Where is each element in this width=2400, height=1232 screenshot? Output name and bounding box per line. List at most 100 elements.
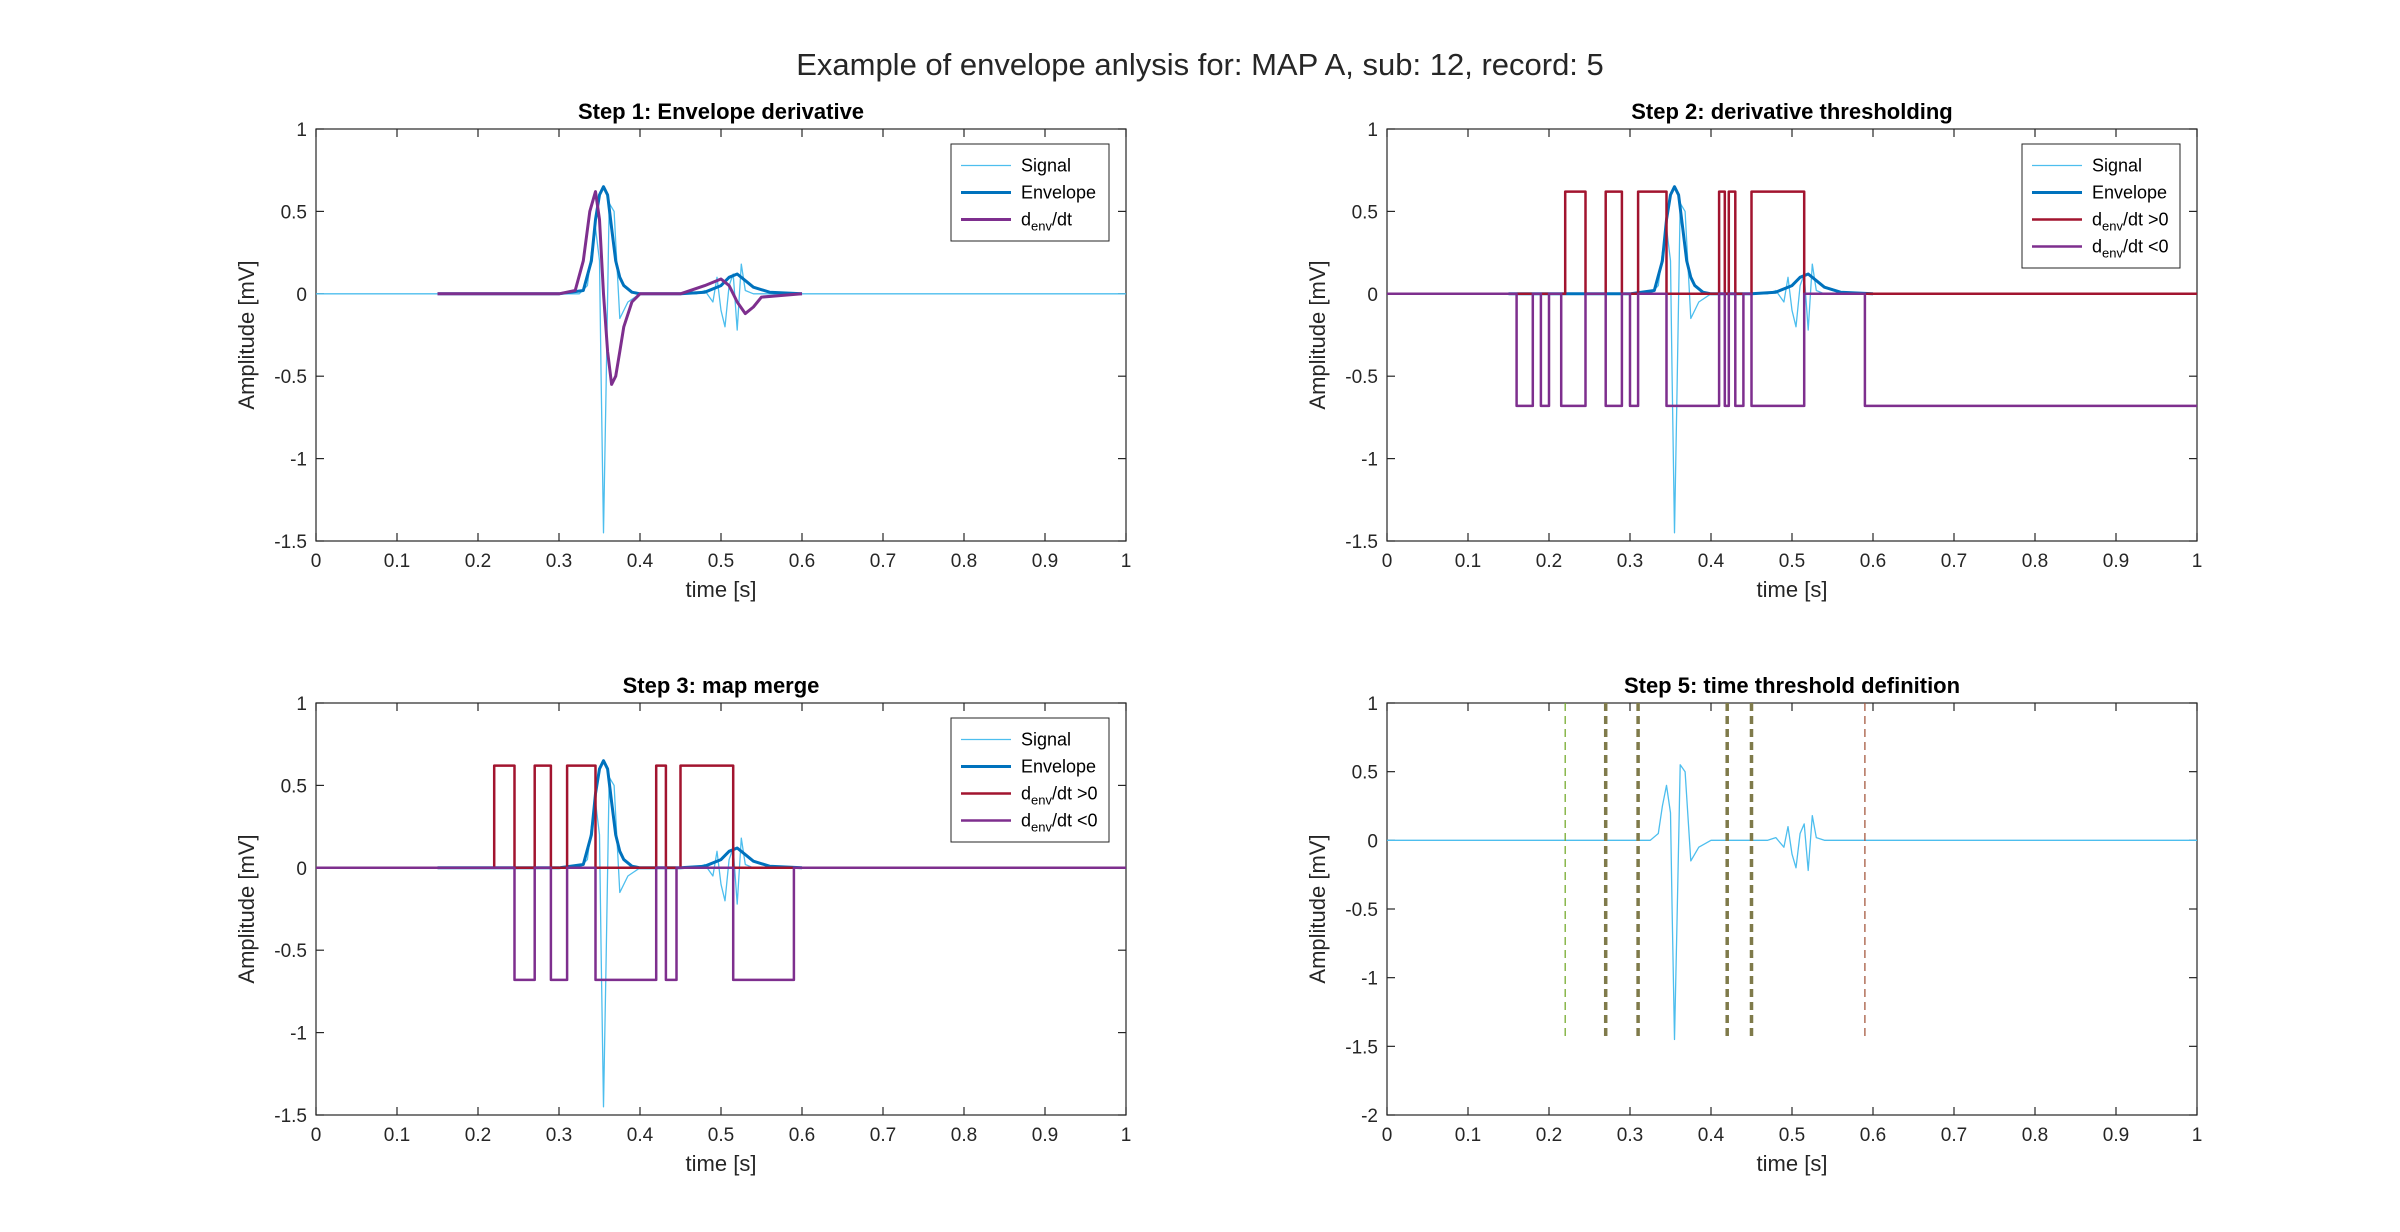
subplot-title: Step 2: derivative thresholding [1631,99,1953,124]
y-tick-label: 1 [296,694,307,715]
x-tick-label: 1 [2192,1125,2203,1146]
x-tick-label: 0.9 [1032,551,1058,572]
x-tick-label: 0.8 [951,1125,977,1146]
plot-area [316,185,1126,534]
x-tick-label: 0.9 [1032,1125,1058,1146]
legend: Signal Envelope denv/dt >0 denv/dt <0 [2021,143,2181,269]
x-axis-label: time [s] [1757,577,1828,602]
subplot-grid: 0 0.1 0.2 0.3 0.4 0.5 0.6 0.7 0.8 0.9 1 -1.5 -1 -0.5 0… [234,99,2202,1176]
y-tick-label: -0.5 [274,941,307,962]
x-tick-label: 0.4 [1698,551,1725,572]
x-tick-label: 0.2 [1536,1125,1562,1146]
y-tick-label: 0.5 [1352,202,1378,223]
x-axis-label: time [s] [1757,1151,1828,1176]
x-tick-label: 0.6 [789,551,815,572]
figure-title: Example of envelope anlysis for: MAP A, … [796,47,1604,82]
legend-entry: denv/dt >0 [2092,210,2169,234]
legend-entry: Signal [2092,156,2142,176]
subplot-title: Step 3: map merge [623,673,820,698]
x-tick-label: 0.9 [2103,1125,2129,1146]
plot-area [316,759,1126,1108]
legend-entry: Signal [1021,156,1071,176]
y-tick-label: 1 [296,120,307,141]
y-axis-label: Amplitude [mV] [1305,260,1330,409]
x-tick-label: 0.7 [870,551,896,572]
series-line-3 [437,190,803,386]
subplot-1: 0 0.1 0.2 0.3 0.4 0.5 0.6 0.7 0.8 0.9 1 -1.5 -1 -0.5 0… [234,99,1131,602]
x-tick-label: 0.8 [951,551,977,572]
y-tick-label: 1 [1367,694,1378,715]
y-tick-label: -2 [1361,1106,1378,1127]
series-line-4 [316,866,1126,982]
legend-entry: denv/dt [1021,210,1072,234]
x-axis-label: time [s] [686,577,757,602]
x-tick-label: 0.5 [708,551,734,572]
x-tick-label: 0.3 [1617,1125,1643,1146]
y-tick-label: 0.5 [281,776,307,797]
y-tick-label: 1 [1367,120,1378,141]
y-tick-label: -1 [1361,450,1378,471]
subplot-2: 0 0.1 0.2 0.3 0.4 0.5 0.6 0.7 0.8 0.9 1 -1.5 -1 -0.5 0… [1305,99,2202,602]
x-tick-label: 0.5 [1779,551,1805,572]
x-tick-label: 0.8 [2022,551,2048,572]
y-tick-label: -0.5 [1345,900,1378,921]
legend: Signal Envelope denv/dt [950,143,1110,242]
x-tick-label: 0.7 [1941,551,1967,572]
y-tick-label: -1.5 [274,1106,307,1127]
y-tick-label: 0.5 [281,202,307,223]
x-tick-label: 0.2 [1536,551,1562,572]
series-line-2 [437,759,803,870]
y-tick-label: -1.5 [274,532,307,553]
legend-entry: denv/dt <0 [1021,811,1098,835]
y-tick-label: -1 [290,1024,307,1045]
y-tick-label: -1.5 [1345,532,1378,553]
x-tick-label: 0.2 [465,1125,491,1146]
plot-area [1387,703,2197,1041]
x-tick-label: 0.6 [789,1125,815,1146]
x-tick-label: 0.3 [1617,551,1643,572]
y-axis-label: Amplitude [mV] [234,834,259,983]
y-tick-label: 0 [1367,831,1378,852]
x-tick-label: 0 [311,551,322,572]
y-axis-label: Amplitude [mV] [1305,834,1330,983]
axes-box [1386,702,2198,1116]
subplot-3: 0 0.1 0.2 0.3 0.4 0.5 0.6 0.7 0.8 0.9 1 -1.5 -1 -0.5 0… [234,673,1131,1176]
x-tick-label: 0.4 [1698,1125,1725,1146]
y-tick-label: 0.5 [1352,763,1378,784]
y-axis-label: Amplitude [mV] [234,260,259,409]
x-tick-label: 0.1 [384,1125,410,1146]
x-tick-label: 0.2 [465,551,491,572]
series-line-2 [1508,185,1874,296]
x-tick-label: 0.6 [1860,1125,1886,1146]
x-tick-label: 0.1 [1455,551,1481,572]
legend-entry: Signal [1021,730,1071,750]
series-line-4 [1387,292,2197,408]
subplot-title: Step 1: Envelope derivative [578,99,864,124]
legend: Signal Envelope denv/dt >0 denv/dt <0 [950,717,1110,843]
x-tick-label: 0.7 [1941,1125,1967,1146]
y-tick-label: 0 [1367,285,1378,306]
y-tick-label: -0.5 [274,367,307,388]
x-tick-label: 0 [311,1125,322,1146]
y-tick-label: -1 [290,450,307,471]
x-tick-label: 0.9 [2103,551,2129,572]
y-tick-label: -1.5 [1345,1037,1378,1058]
x-tick-label: 0.1 [1455,1125,1481,1146]
y-tick-label: 0 [296,285,307,306]
x-tick-label: 1 [2192,551,2203,572]
subplot-title: Step 5: time threshold definition [1624,673,1960,698]
legend-entry: Envelope [1021,757,1096,777]
legend-entry: Envelope [1021,183,1096,203]
x-tick-label: 0.1 [384,551,410,572]
x-tick-label: 0 [1382,1125,1393,1146]
x-tick-label: 1 [1121,1125,1132,1146]
legend-entry: denv/dt <0 [2092,237,2169,261]
y-tick-label: -1 [1361,969,1378,990]
x-tick-label: 0.4 [627,551,654,572]
y-tick-label: -0.5 [1345,367,1378,388]
x-tick-label: 0.8 [2022,1125,2048,1146]
x-tick-label: 0 [1382,551,1393,572]
legend-entry: Envelope [2092,183,2167,203]
x-tick-label: 0.5 [708,1125,734,1146]
